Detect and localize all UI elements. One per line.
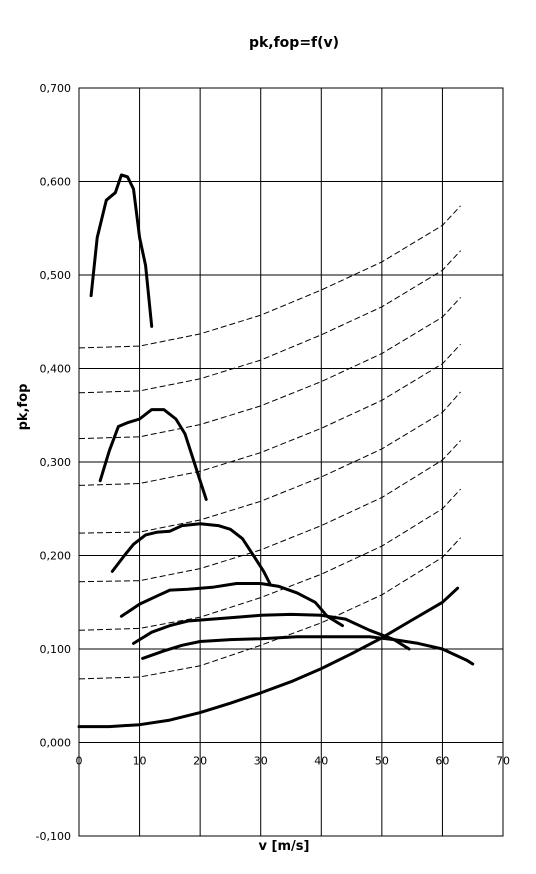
y-tick-label: 0,700: [40, 82, 72, 95]
x-axis-label: v [m/s]: [259, 839, 310, 854]
system-curve: [77, 586, 460, 729]
dashed-curve: [78, 343, 461, 486]
y-tick-label: 0,300: [40, 456, 72, 469]
chart-title: pk,fop=f(v): [249, 35, 339, 51]
fan-curve: [132, 612, 411, 651]
y-tick-label: 0,100: [40, 643, 72, 656]
x-tick-label: 10: [133, 755, 147, 768]
x-tick-label: 70: [496, 755, 510, 768]
fan-curve: [98, 408, 208, 501]
y-tick-label: 0,600: [40, 176, 72, 189]
y-tick-label: 0,400: [40, 363, 72, 376]
grid: [78, 87, 504, 837]
fan-curves: [89, 173, 475, 666]
y-tick-label: 0,000: [40, 737, 72, 750]
dashed-curve: [78, 537, 461, 680]
fan-curve: [141, 635, 475, 666]
fan-curve: [110, 522, 272, 585]
x-tick-label: 20: [193, 755, 207, 768]
dashed-curves: [78, 205, 461, 680]
dashed-curve: [78, 391, 461, 534]
dashed-curve: [78, 250, 461, 394]
fan-curve: [119, 582, 344, 628]
dashed-curve: [78, 297, 461, 440]
x-tick-label: 50: [375, 755, 389, 768]
y-axis-label: pk,fop: [16, 384, 31, 431]
y-tick-label: 0,500: [40, 269, 72, 282]
dashed-curve: [78, 440, 461, 583]
plot-frame: [78, 87, 504, 837]
y-tick-label: 0,200: [40, 550, 72, 563]
x-tick-labels: 0 10 20 30 40 50 60 70: [76, 755, 511, 768]
x-tick-label: 60: [435, 755, 449, 768]
y-tick-labels: -0,100 0,000 0,100 0,200 0,300 0,400 0,500 0,60…: [36, 82, 71, 843]
dashed-curve: [78, 205, 461, 349]
fan-curve: [89, 173, 154, 328]
y-tick-label: -0,100: [36, 830, 71, 843]
x-tick-label: 0: [76, 755, 83, 768]
x-tick-label: 30: [254, 755, 268, 768]
dashed-curve: [78, 488, 461, 631]
system-curve-group: [77, 586, 460, 729]
x-tick-label: 40: [314, 755, 328, 768]
